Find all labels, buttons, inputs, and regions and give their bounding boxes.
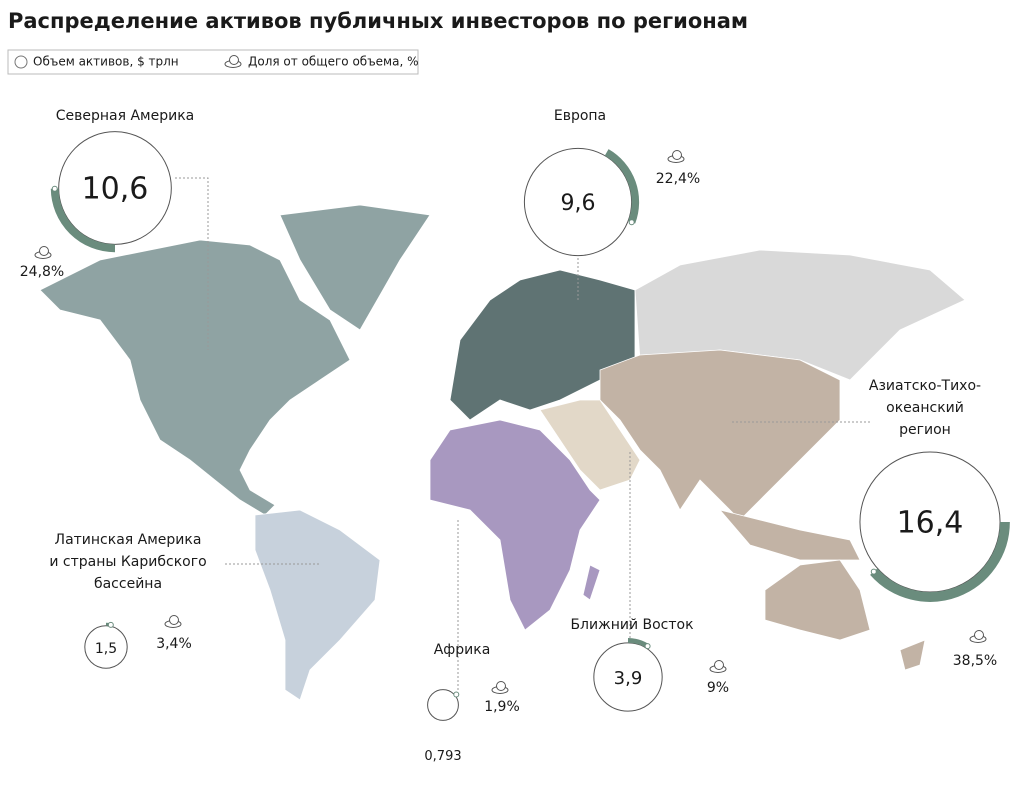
regions: Северная Америка 10,6 24,8% Европа 9,6 22,4% А…	[20, 108, 1010, 764]
arc-dot	[628, 219, 635, 226]
greenland	[279, 204, 431, 331]
leader-lines	[175, 177, 870, 690]
madagascar	[582, 564, 601, 601]
asia	[599, 349, 841, 521]
region-name: Европа	[554, 108, 606, 124]
title: Распределение активов публичных инвестор…	[8, 9, 748, 33]
share-arc	[870, 521, 1010, 602]
volume-circle	[427, 689, 459, 721]
share-icon	[229, 55, 239, 65]
share-arc	[604, 149, 640, 224]
latin-america	[254, 509, 381, 701]
region-name: и страны Карибского	[49, 554, 206, 570]
volume-label: 9,6	[561, 191, 596, 216]
share-label: 24,8%	[20, 264, 64, 280]
share-label: 9%	[707, 680, 729, 696]
share-icon	[39, 246, 49, 256]
volume-label: 3,9	[614, 668, 643, 689]
arc-dot	[870, 568, 877, 575]
share-icon	[169, 615, 179, 625]
middle-east	[539, 399, 641, 491]
legend-icon	[224, 55, 242, 68]
region-name: регион	[899, 422, 951, 438]
volume-label: 0,793	[424, 749, 461, 764]
share-arc	[50, 188, 116, 253]
region-name: бассейна	[94, 576, 162, 592]
share-label: 38,5%	[953, 653, 997, 669]
region-name: Азиатско-Тихо-	[869, 378, 981, 394]
share-icon	[974, 630, 984, 640]
world-map	[39, 204, 966, 701]
se-asia	[718, 509, 861, 561]
new-zealand	[899, 639, 926, 671]
legend-circle	[14, 55, 28, 69]
legend-volume: Объем активов, $ трлн	[33, 55, 179, 69]
volume-label: 10,6	[82, 172, 149, 207]
africa	[429, 419, 601, 631]
region-name: Ближний Восток	[570, 617, 693, 633]
share-icon	[714, 660, 724, 670]
share-label: 3,4%	[156, 636, 192, 652]
share-icon	[496, 681, 506, 691]
share-icon	[672, 150, 682, 160]
share-label: 1,9%	[484, 699, 520, 715]
legend-box	[7, 49, 419, 75]
region-name: Северная Америка	[56, 108, 195, 124]
legend-share: Доля от общего объема, %	[248, 55, 419, 69]
arc-dot	[644, 643, 651, 650]
north-america	[39, 239, 351, 516]
arc-dot	[51, 185, 58, 192]
leader	[175, 177, 209, 350]
region-name: Африка	[434, 642, 491, 658]
volume-circle	[58, 131, 172, 245]
region-name: Латинская Америка	[55, 532, 202, 548]
europe	[449, 269, 636, 421]
volume-label: 16,4	[897, 506, 964, 541]
region-name: океанский	[886, 400, 964, 416]
australia	[764, 559, 871, 641]
volume-label: 1,5	[95, 641, 117, 657]
volume-circle	[523, 147, 633, 257]
arc-dot	[107, 621, 114, 628]
share-label: 22,4%	[656, 171, 700, 187]
arc-dot	[453, 691, 460, 698]
